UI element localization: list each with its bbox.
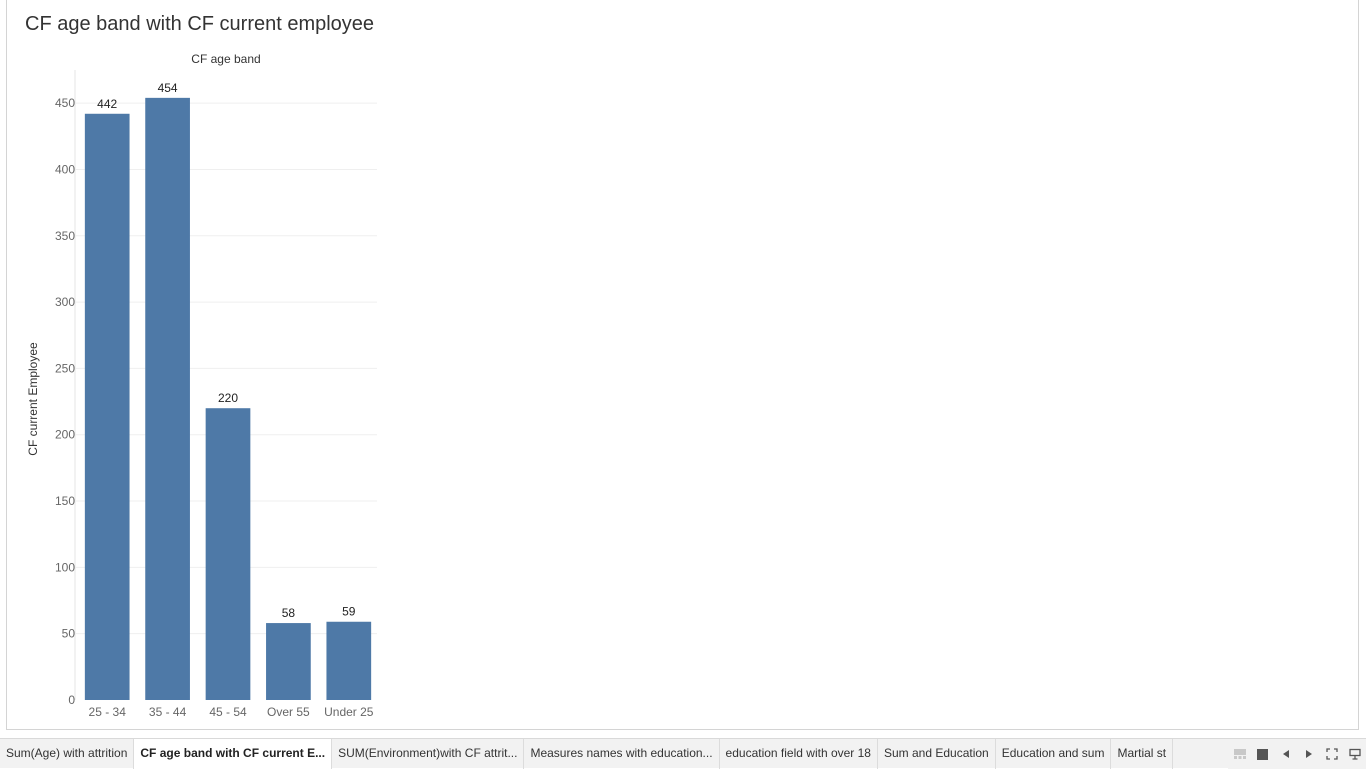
sheet-tab[interactable]: Education and sum (996, 739, 1112, 769)
bar[interactable] (266, 623, 311, 700)
sheet-tab[interactable]: Martial st (1111, 739, 1174, 769)
y-axis-title: CF current Employee (26, 342, 40, 456)
y-tick-label: 300 (55, 295, 75, 309)
data-label: 58 (282, 606, 296, 620)
y-tick-label: 150 (55, 494, 75, 508)
sheet-tab-bar: Sum(Age) with attrition CF age band with … (0, 738, 1366, 769)
sheet-tab[interactable]: Measures names with education... (524, 739, 720, 769)
y-tick-label: 400 (55, 162, 75, 176)
data-label: 442 (97, 97, 117, 111)
x-category-label: 25 - 34 (89, 705, 127, 719)
sheet-tab[interactable]: CF age band with CF current E... (134, 739, 333, 769)
fullscreen-icon[interactable] (1324, 746, 1340, 762)
prev-sheet-icon[interactable] (1278, 746, 1294, 762)
bar[interactable] (145, 97, 190, 700)
y-tick-label: 100 (55, 560, 75, 574)
x-category-label: Under 25 (324, 705, 374, 719)
bar[interactable] (326, 621, 372, 700)
data-label: 220 (218, 391, 238, 405)
y-tick-label: 200 (55, 428, 75, 442)
sheet-tab[interactable]: Sum(Age) with attrition (0, 739, 135, 769)
y-tick-label: 250 (55, 361, 75, 375)
bar-chart: CF age band CF current Employee 0 50 100 150 2… (26, 52, 377, 719)
column-header: CF age band (191, 52, 260, 66)
x-category-label: 35 - 44 (149, 705, 187, 719)
tabs-view-icon[interactable] (1255, 746, 1271, 762)
bar[interactable] (205, 408, 251, 700)
y-tick-label: 350 (55, 229, 75, 243)
sheet-tabs: Sum(Age) with attrition CF age band with … (0, 739, 1222, 769)
worksheet-panel: CF age band with CF current employee CF … (6, 0, 1359, 730)
x-category-label: 45 - 54 (209, 705, 247, 719)
presentation-icon[interactable] (1347, 746, 1363, 762)
y-tick-label: 0 (68, 693, 75, 707)
sheet-title: CF age band with CF current employee (25, 13, 375, 35)
sheet-tab[interactable]: SUM(Environment)with CF attrit... (332, 739, 525, 769)
bar[interactable] (84, 113, 130, 700)
y-tick-label: 50 (62, 627, 76, 641)
tab-controls (1228, 739, 1366, 769)
data-label: 454 (158, 81, 178, 95)
next-sheet-icon[interactable] (1301, 746, 1317, 762)
data-label: 59 (342, 605, 356, 619)
y-tick-label: 450 (55, 96, 75, 110)
filmstrip-view-icon[interactable] (1232, 746, 1248, 762)
x-category-label: Over 55 (267, 705, 310, 719)
sheet-tab[interactable]: education field with over 18 (720, 739, 878, 769)
sheet-tab[interactable]: Sum and Education (878, 739, 996, 769)
